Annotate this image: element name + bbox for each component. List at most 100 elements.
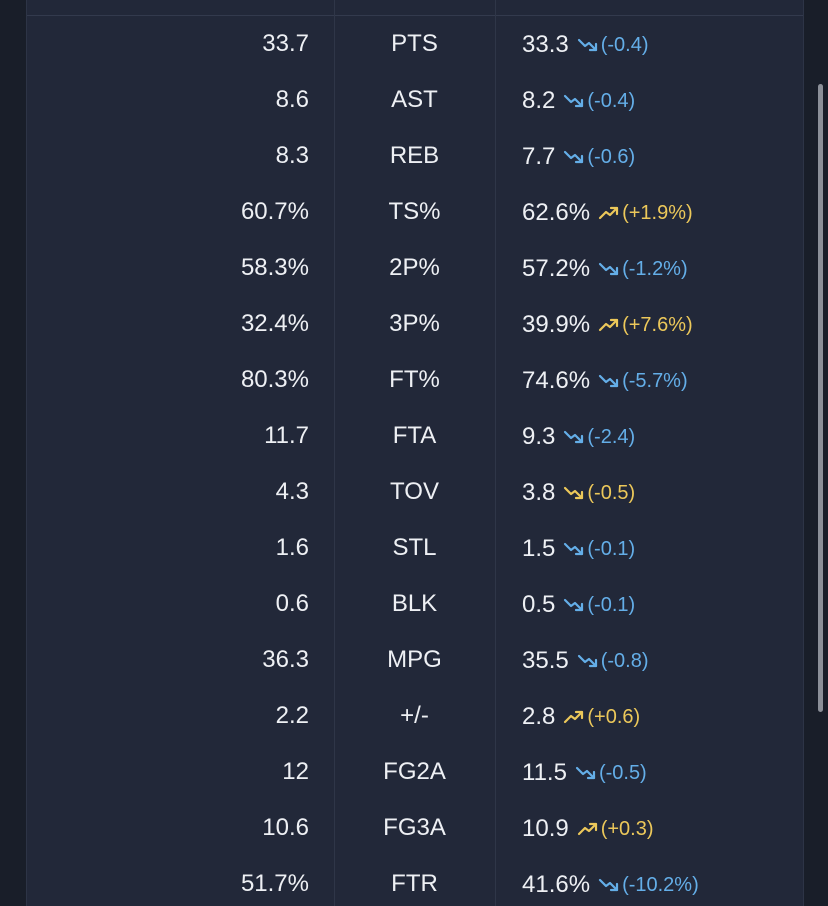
previous-value-cell: 51.7% bbox=[240, 870, 309, 897]
current-value: 39.9% bbox=[522, 310, 591, 338]
previous-value-cell: 80.3% bbox=[240, 366, 309, 393]
previous-value-cell: 33.7 bbox=[262, 30, 309, 57]
trend-up-icon bbox=[577, 821, 599, 837]
previous-value-cell: 1.6 bbox=[275, 534, 309, 561]
previous-value-cell: 2.2 bbox=[275, 702, 309, 729]
change-delta: (-0.1) bbox=[587, 593, 636, 616]
current-value: 35.5 bbox=[522, 646, 569, 674]
change-delta: (-0.8) bbox=[600, 649, 649, 672]
stat-name-cell: MPG bbox=[387, 646, 442, 673]
trend-down-icon bbox=[577, 653, 599, 669]
trend-down-icon bbox=[598, 373, 620, 389]
table-row: 32.4% 3P% 39.9% (+7.6%) bbox=[27, 296, 803, 352]
current-value: 9.3 bbox=[522, 422, 556, 450]
current-value-cell: 33.3 (-0.4) bbox=[522, 16, 649, 72]
change-delta: (+0.3) bbox=[600, 817, 654, 840]
trend-down-icon bbox=[563, 149, 585, 165]
previous-value-cell: 8.6 bbox=[275, 86, 309, 113]
table-row: 58.3% 2P% 57.2% (-1.2%) bbox=[27, 240, 803, 296]
stat-name-cell: FG3A bbox=[383, 814, 446, 841]
trend-down-icon bbox=[575, 765, 597, 781]
previous-value-cell: 8.3 bbox=[275, 142, 309, 169]
table-row: 36.3 MPG 35.5 (-0.8) bbox=[27, 632, 803, 688]
current-value: 7.7 bbox=[522, 142, 556, 170]
current-value: 10.9 bbox=[522, 814, 569, 842]
previous-value-cell: 60.7% bbox=[240, 198, 309, 225]
previous-value-cell: 10.6 bbox=[262, 814, 309, 841]
table-header-row bbox=[27, 0, 803, 16]
current-value-cell: 62.6% (+1.9%) bbox=[522, 184, 693, 240]
trend-down-icon bbox=[563, 429, 585, 445]
trend-down-icon bbox=[563, 485, 585, 501]
previous-value-cell: 12 bbox=[282, 758, 309, 785]
change-delta: (+1.9%) bbox=[622, 201, 693, 224]
trend-down-icon bbox=[577, 37, 599, 53]
current-value: 1.5 bbox=[522, 534, 556, 562]
table-row: 8.3 REB 7.7 (-0.6) bbox=[27, 128, 803, 184]
change-delta: (-0.5) bbox=[587, 481, 636, 504]
stat-name-cell: TS% bbox=[388, 198, 441, 225]
previous-value-cell: 32.4% bbox=[240, 310, 309, 337]
table-row: 33.7 PTS 33.3 (-0.4) bbox=[27, 16, 803, 72]
trend-down-icon bbox=[563, 93, 585, 109]
current-value-cell: 57.2% (-1.2%) bbox=[522, 240, 688, 296]
trend-down-icon bbox=[598, 261, 620, 277]
current-value: 3.8 bbox=[522, 478, 556, 506]
previous-value-cell: 36.3 bbox=[262, 646, 309, 673]
table-row: 10.6 FG3A 10.9 (+0.3) bbox=[27, 800, 803, 856]
current-value: 2.8 bbox=[522, 702, 556, 730]
stat-name-cell: FG2A bbox=[383, 758, 446, 785]
change-delta: (-0.5) bbox=[598, 761, 647, 784]
current-value: 74.6% bbox=[522, 366, 591, 394]
previous-value-cell: 58.3% bbox=[240, 254, 309, 281]
stat-name-cell: 2P% bbox=[389, 254, 440, 281]
change-delta: (-0.4) bbox=[587, 89, 636, 112]
trend-down-icon bbox=[563, 541, 585, 557]
change-delta: (-1.2%) bbox=[622, 257, 688, 280]
trend-up-icon bbox=[598, 205, 620, 221]
change-delta: (-0.1) bbox=[587, 537, 636, 560]
table-row: 0.6 BLK 0.5 (-0.1) bbox=[27, 576, 803, 632]
current-value-cell: 7.7 (-0.6) bbox=[522, 128, 635, 184]
current-value-cell: 39.9% (+7.6%) bbox=[522, 296, 693, 352]
trend-up-icon bbox=[563, 709, 585, 725]
table-row: 51.7% FTR 41.6% (-10.2%) bbox=[27, 856, 803, 906]
scrollbar-thumb[interactable] bbox=[818, 84, 823, 712]
stat-name-cell: FTA bbox=[392, 422, 437, 449]
current-value-cell: 35.5 (-0.8) bbox=[522, 632, 649, 688]
change-delta: (-5.7%) bbox=[622, 369, 688, 392]
table-row: 60.7% TS% 62.6% (+1.9%) bbox=[27, 184, 803, 240]
change-delta: (+0.6) bbox=[587, 705, 641, 728]
scrollbar[interactable] bbox=[816, 0, 828, 906]
change-delta: (+7.6%) bbox=[622, 313, 693, 336]
current-value-cell: 9.3 (-2.4) bbox=[522, 408, 635, 464]
current-value-cell: 11.5 (-0.5) bbox=[522, 744, 647, 800]
current-value: 57.2% bbox=[522, 254, 591, 282]
stat-name-cell: FT% bbox=[389, 366, 440, 393]
stat-name-cell: 3P% bbox=[389, 310, 440, 337]
trend-up-icon bbox=[598, 317, 620, 333]
trend-down-icon bbox=[598, 877, 620, 893]
stat-name-cell: FTR bbox=[391, 870, 438, 897]
table-row: 8.6 AST 8.2 (-0.4) bbox=[27, 72, 803, 128]
previous-value-cell: 11.7 bbox=[264, 422, 309, 449]
current-value: 0.5 bbox=[522, 590, 556, 618]
current-value: 33.3 bbox=[522, 30, 569, 58]
change-delta: (-0.4) bbox=[600, 33, 649, 56]
stat-name-cell: BLK bbox=[391, 590, 438, 617]
current-value-cell: 0.5 (-0.1) bbox=[522, 576, 635, 632]
current-value: 11.5 bbox=[522, 758, 567, 786]
stats-comparison-table: 33.7 PTS 33.3 (-0.4) 8.6 AST 8.2 (-0.4) 8.3 REB 7.… bbox=[26, 0, 804, 906]
stat-name-cell: +/- bbox=[400, 702, 429, 729]
previous-value-cell: 0.6 bbox=[275, 590, 309, 617]
current-value-cell: 10.9 (+0.3) bbox=[522, 800, 654, 856]
table-row: 1.6 STL 1.5 (-0.1) bbox=[27, 520, 803, 576]
current-value: 41.6% bbox=[522, 870, 591, 898]
stat-name-cell: REB bbox=[389, 142, 440, 169]
table-row: 12 FG2A 11.5 (-0.5) bbox=[27, 744, 803, 800]
table-row: 11.7 FTA 9.3 (-2.4) bbox=[27, 408, 803, 464]
previous-value-cell: 4.3 bbox=[275, 478, 309, 505]
stat-name-cell: AST bbox=[391, 86, 438, 113]
table-row: 2.2 +/- 2.8 (+0.6) bbox=[27, 688, 803, 744]
current-value: 8.2 bbox=[522, 86, 556, 114]
